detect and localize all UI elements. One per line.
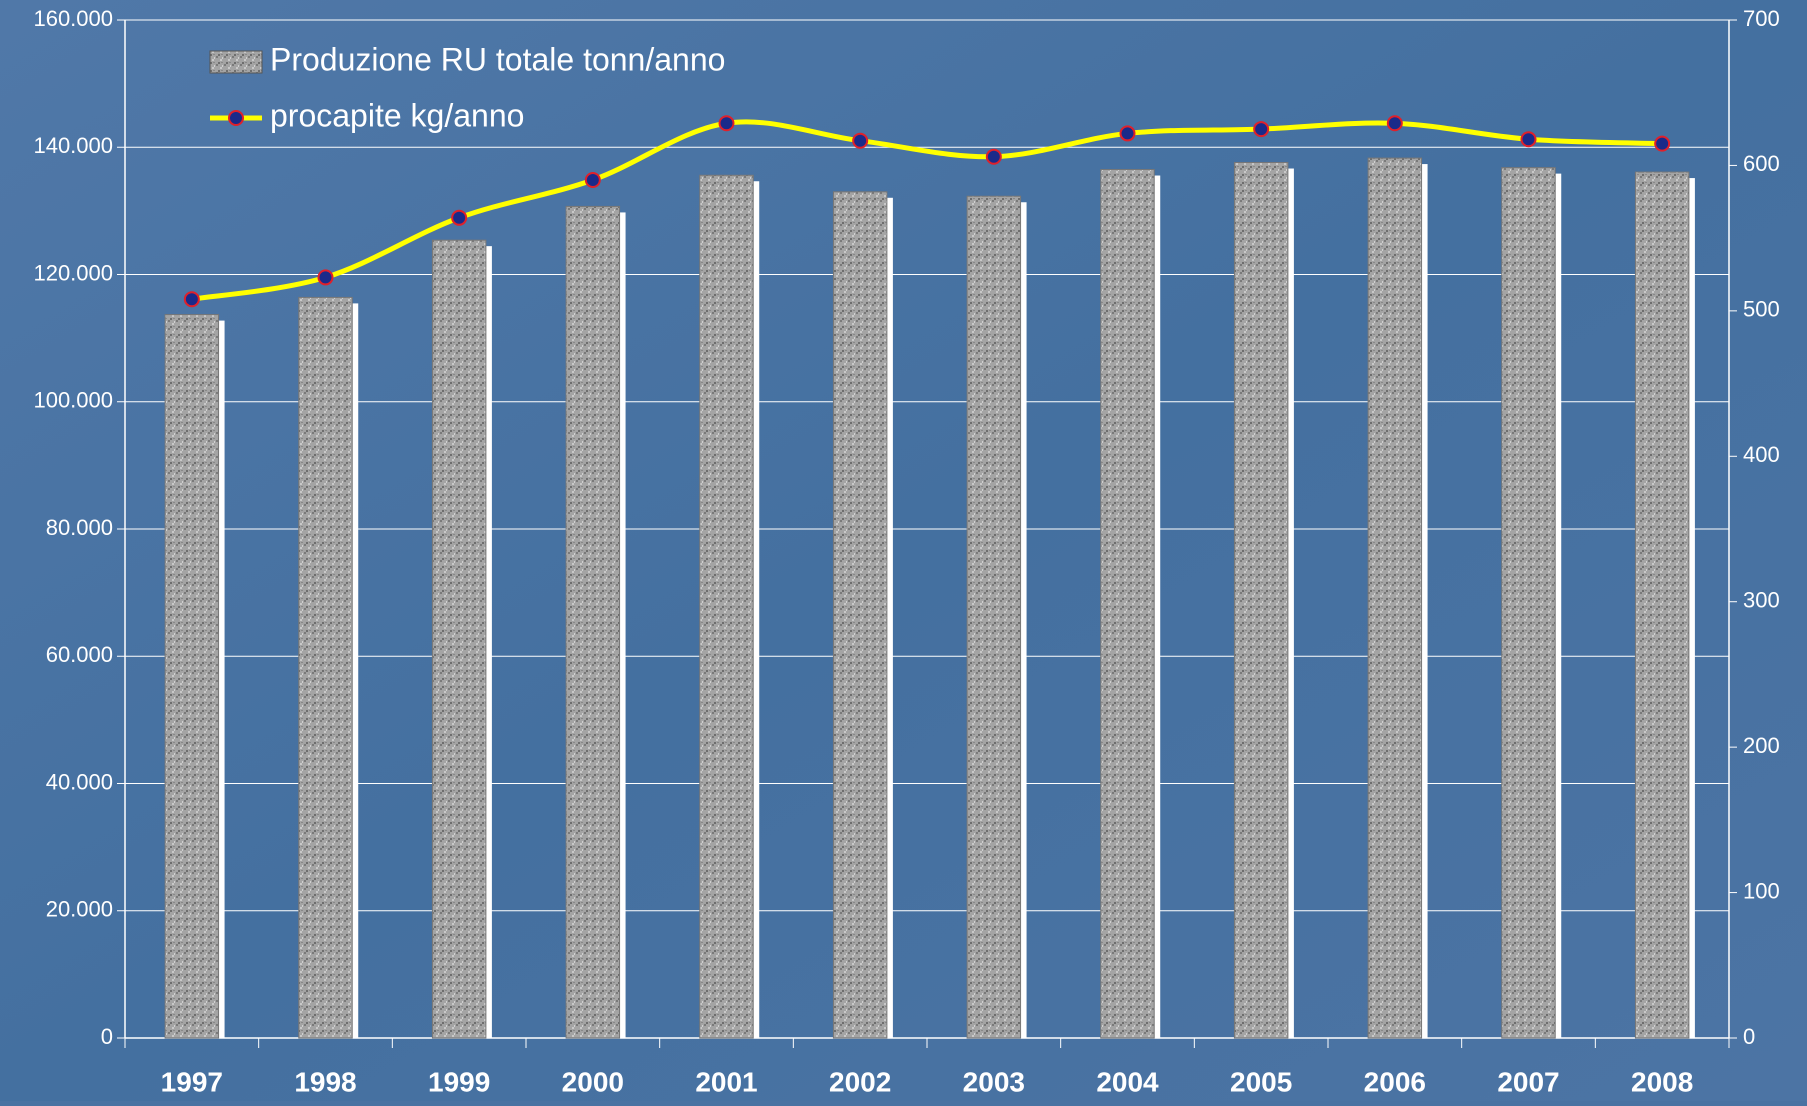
line-marker: [584, 171, 601, 188]
line-marker: [1654, 135, 1671, 152]
bar: [298, 296, 353, 1039]
y-tick-label: 100.000: [33, 388, 113, 413]
y-tick-label: 120.000: [33, 260, 113, 285]
bar: [1233, 162, 1289, 1039]
bar: [966, 195, 1022, 1039]
y2-tick-label: 700: [1743, 6, 1780, 31]
bar: [431, 239, 487, 1039]
x-tick-label: 2001: [695, 1066, 757, 1097]
legend-swatch: [209, 50, 263, 74]
bar: [1100, 169, 1155, 1039]
x-tick-label: 2007: [1497, 1066, 1559, 1097]
y2-tick-label: 400: [1743, 442, 1780, 467]
y-tick-label: 160.000: [33, 6, 113, 31]
bar: [1634, 171, 1690, 1039]
bar: [1501, 167, 1556, 1039]
bar: [1367, 157, 1423, 1039]
y-tick-label: 60.000: [46, 642, 113, 667]
legend-marker: [228, 110, 244, 126]
y2-tick-label: 600: [1743, 151, 1780, 176]
bar: [699, 174, 754, 1039]
y-tick-label: 0: [101, 1024, 113, 1049]
line-marker: [1119, 125, 1136, 142]
y2-tick-label: 500: [1743, 297, 1780, 322]
y2-tick-label: 200: [1743, 733, 1780, 758]
y2-tick-label: 0: [1743, 1024, 1755, 1049]
y-tick-label: 80.000: [46, 515, 113, 540]
line-marker: [451, 209, 468, 226]
x-tick-label: 2004: [1096, 1066, 1159, 1097]
line: [191, 119, 1663, 302]
x-tick-label: 2002: [829, 1066, 891, 1097]
line-marker: [1520, 131, 1537, 148]
x-tick-label: 2005: [1230, 1066, 1292, 1097]
y2-tick-label: 100: [1743, 878, 1780, 903]
x-tick-label: 2000: [562, 1066, 624, 1097]
x-tick-label: 1997: [161, 1066, 223, 1097]
x-tick-label: 2003: [963, 1066, 1025, 1097]
y2-tick-label: 300: [1743, 588, 1780, 613]
bar: [565, 205, 621, 1039]
line-marker: [183, 291, 200, 308]
x-tick-label: 2008: [1631, 1066, 1693, 1097]
y-tick-label: 140.000: [33, 133, 113, 158]
x-tick-label: 1998: [294, 1066, 356, 1097]
x-tick-label: 2006: [1364, 1066, 1426, 1097]
line-marker: [1253, 121, 1270, 138]
bar: [832, 191, 888, 1039]
line-marker: [852, 132, 869, 149]
legend-label: Produzione RU totale tonn/anno: [270, 41, 725, 77]
x-tick-label: 1999: [428, 1066, 490, 1097]
y-tick-label: 20.000: [46, 897, 113, 922]
line-marker: [985, 148, 1002, 165]
bar: [164, 314, 220, 1039]
line-marker: [718, 115, 735, 132]
y-tick-label: 40.000: [46, 769, 113, 794]
line-marker: [317, 269, 334, 286]
legend-label: procapite kg/anno: [270, 97, 524, 133]
line-marker: [1386, 115, 1403, 132]
